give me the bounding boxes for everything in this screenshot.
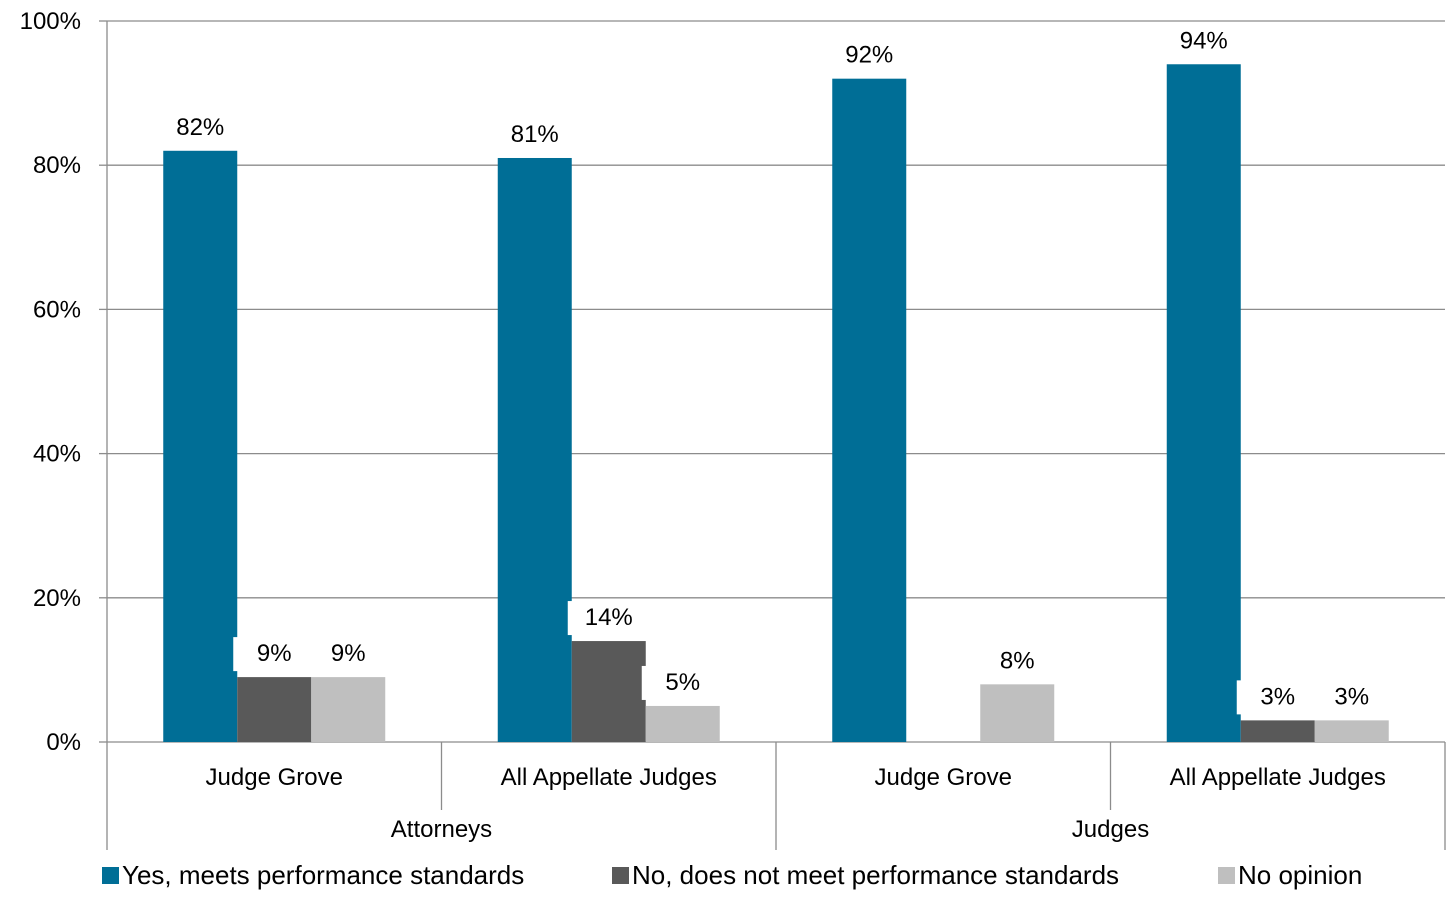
x-tick-label: All Appellate Judges [1170,764,1386,791]
data-label: 3% [1334,683,1369,710]
legend-label: Yes, meets performance standards [122,860,524,890]
bar [1166,64,1241,742]
bar [311,677,386,742]
data-label-background [567,601,650,636]
bar [1314,720,1389,742]
legend-label: No, does not meet performance standards [632,860,1119,890]
data-label-background [159,110,242,145]
data-label: 3% [1260,683,1295,710]
x-tick-label: Judge Grove [206,764,343,791]
x-tick-label: Judge Grove [875,764,1012,791]
data-label: 14% [585,604,633,631]
data-label-background [1162,24,1245,59]
data-label: 5% [665,669,700,696]
data-label-background [1310,680,1393,715]
bar [571,641,646,742]
data-label-background [976,644,1059,679]
bar [645,705,720,742]
bar [237,677,312,742]
bar [1240,720,1315,742]
legend-label: No opinion [1238,860,1362,890]
legend-swatch [612,867,629,884]
x-tick-label: All Appellate Judges [501,764,717,791]
group-label: Judges [1072,816,1149,843]
data-label-background [1236,680,1319,715]
bar [497,157,572,743]
data-label: 81% [511,121,559,148]
bar [832,78,907,743]
data-label-background [233,637,316,672]
data-label-background [641,665,724,700]
y-tick-label: 60% [33,296,81,323]
bar [980,684,1055,742]
legend-swatch [1218,867,1235,884]
bar [163,150,238,742]
y-tick-label: 40% [33,441,81,468]
y-tick-label: 100% [20,8,81,35]
data-label-background [828,38,911,73]
data-label: 92% [845,42,893,69]
data-label-background [307,637,390,672]
y-tick-label: 0% [46,729,81,756]
legend-swatch [102,867,119,884]
group-label: Attorneys [391,816,492,843]
data-label: 9% [257,640,292,667]
data-label: 94% [1180,27,1228,54]
data-label: 9% [331,640,366,667]
y-tick-label: 80% [33,152,81,179]
y-tick-label: 20% [33,585,81,612]
data-label: 82% [176,114,224,141]
data-label: 8% [1000,647,1035,674]
data-label-background [493,117,576,152]
